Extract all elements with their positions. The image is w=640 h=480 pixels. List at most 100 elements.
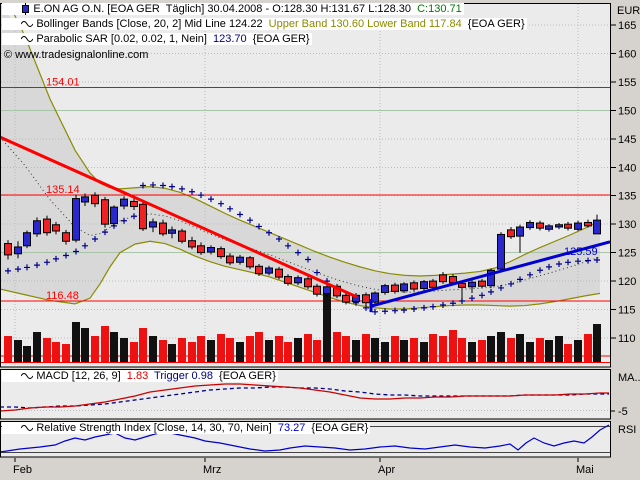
macd-panel-border [0,369,611,420]
candle-up [381,285,389,293]
x-axis-month-label: Mai [576,464,594,476]
volume-bar [130,342,138,362]
volume-bar [362,334,370,362]
wave-icon [3,424,34,432]
price-level-labels: 154.01 135.14 116.48 125.59 [46,77,598,303]
bollinger-band-fill [1,5,600,309]
price-level-label: 135.14 [46,184,80,196]
volume-bar [101,326,109,362]
candle-down [391,284,399,292]
volume-bar [149,336,157,362]
candle-down [313,285,321,295]
volume-bar [593,324,601,362]
y-axis-tick-label: 110 [618,333,636,345]
trendline-downtrend[interactable] [0,135,358,299]
candle-up [294,277,302,284]
volume-bar [371,338,379,362]
volume-bar [159,340,167,362]
candle-down [246,257,254,268]
candle-up [555,224,563,228]
candle-up [72,198,80,241]
candle-down [159,222,167,235]
volume-bar [439,336,447,362]
candlestick-icon [3,3,30,15]
volume-bar [400,340,408,362]
trendline-uptrend[interactable] [370,240,610,308]
rsi-axis-label: RSI [618,424,636,436]
x-axis-month-label: Apr [378,464,395,476]
bollinger-legend[interactable]: Bollinger Bands [Close, 20, 2] Mid Line … [2,18,527,30]
volume-bar [342,336,350,362]
rsi-value: 73.27 [277,422,306,434]
instrument-title: E.ON AG O.N. [EOA GER Täglich] 30.04.200… [33,3,415,15]
volume-bar [313,340,321,362]
candle-down [52,224,60,232]
candle-up [149,221,157,228]
candle-down [178,230,186,242]
macd-label: MACD [12, 26, 9] [36,370,124,382]
candle-down [304,278,312,288]
candle-up [207,247,215,253]
y-axis-tick-label: 155 [618,77,636,89]
rsi-legend[interactable]: Relative Strength Index [Close, 14, 30, … [2,422,371,434]
candle-down [429,280,437,288]
candlestick-series [4,192,601,305]
rsi-panel-border [0,421,611,458]
volume-bar [255,332,263,362]
macd-panel [0,369,611,420]
wave-icon [3,372,34,380]
volume-bar [507,338,515,362]
parabolic-sar-marks [5,181,600,315]
macd-legend[interactable]: MACD [12, 26, 9] 1.83 Trigger 0.98 {EOA … [2,370,278,382]
volume-bar [526,342,534,362]
y-axis-tick-label: 125 [618,248,636,260]
instrument-legend[interactable]: E.ON AG O.N. [EOA GER Täglich] 30.04.200… [2,3,464,15]
volume-bar [120,338,128,362]
watermark: © www.tradesignalonline.com [2,49,148,61]
volume-bar [478,340,486,362]
close-value: C:130.71 [417,3,462,15]
candle-up [468,281,476,288]
candle-down [217,248,225,258]
volume-bar [188,342,196,362]
wave-icon [3,35,34,43]
candle-down [226,255,234,264]
candle-down [362,294,370,304]
volume-bar [4,336,12,362]
rsi-line [0,424,610,453]
y-axis-unit-label: EUR [617,5,640,17]
candle-up [110,206,118,225]
volume-bar [536,338,544,362]
volume-bar [178,338,186,362]
candle-down [91,194,99,205]
volume-bar [139,328,147,362]
candle-up [420,281,428,289]
volume-bar [226,338,234,362]
bollinger-band-values: Upper Band 130.60 Lower Band 117.84 [268,18,462,30]
volume-bar [207,340,215,362]
candle-up [497,233,505,270]
y-axis-tick-label: 120 [618,276,636,288]
candle-down [584,221,592,227]
trendlines [0,135,610,313]
bollinger-lower-band [1,240,601,310]
y-axis-tick-label: 160 [618,48,636,60]
candle-down [342,294,350,303]
candle-up [593,219,601,235]
candle-up [545,225,553,230]
volume-bar [323,288,331,362]
volume-bars [4,288,601,362]
macd-line [0,383,609,412]
volume-bar [43,338,51,362]
volume-bar [23,346,31,362]
rsi-symbol: {EOA GER} [308,422,369,434]
volume-bar [275,336,283,362]
y-axis-tick-label: 140 [618,162,636,174]
price-level-label: 116.48 [46,290,79,302]
macd-axis-label: MA... [618,372,640,384]
candle-up [168,229,176,234]
parabolic-sar-legend[interactable]: Parabolic SAR [0.02, 0.02, 1, Nein] 123.… [2,33,312,45]
volume-bar [236,342,244,362]
volume-bar [217,334,225,362]
